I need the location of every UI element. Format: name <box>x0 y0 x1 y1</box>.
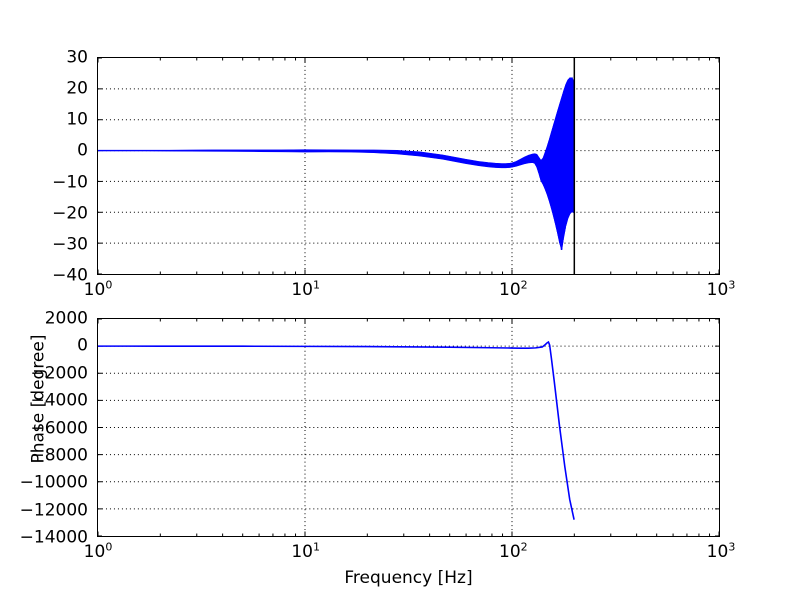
xtick-label-text: 100 <box>83 278 113 300</box>
ytick-label-text: −10000 <box>19 472 88 493</box>
phase-plot-canvas <box>98 319 719 536</box>
phase-axes: 2000 0 −2000 −4000 −6000 −8000 −10000 −12000 −14… <box>20 310 736 561</box>
magnitude-envelope-band <box>98 77 575 251</box>
ytick-label-text: −8000 <box>30 445 88 466</box>
ytick-label-text: 10 <box>66 109 88 130</box>
magnitude-axes: 30 20 10 0 −10 −20 −30 −40 100 101 102 103 <box>52 49 735 299</box>
ytick-label-text: −6000 <box>30 418 88 438</box>
xtick-label-text: 100 <box>83 540 113 562</box>
xtick-label-text: 102 <box>499 540 528 562</box>
xtick-label-text: 102 <box>499 278 528 300</box>
xtick-label-text: 103 <box>706 278 736 300</box>
magnitude-plot-canvas <box>98 58 719 274</box>
phase-trace <box>98 340 575 520</box>
xtick-label-text: 103 <box>706 540 736 562</box>
ytick-label-text: 2000 <box>44 308 88 329</box>
xtick-label-text: 101 <box>291 278 320 300</box>
magnitude-trace <box>98 76 576 168</box>
ytick-label-text: 20 <box>66 78 88 99</box>
ytick-label-text: −14000 <box>19 527 88 548</box>
phase-axis-label: Phase [degree] <box>28 334 49 464</box>
ytick-label-text: −20 <box>52 203 88 224</box>
xtick-label-text: 101 <box>291 540 320 562</box>
frequency-axis-label: Frequency [Hz] <box>344 568 473 588</box>
ytick-label-text: −12000 <box>19 500 88 521</box>
ytick-label-text: 30 <box>66 47 88 68</box>
ytick-label-text: −30 <box>52 234 88 255</box>
ytick-label-text: 0 <box>77 140 88 161</box>
ytick-label-text: −10 <box>52 172 88 193</box>
ytick-label-text: −4000 <box>30 390 88 411</box>
ytick-label-text: 0 <box>77 335 88 356</box>
ytick-label-text: −40 <box>52 265 88 286</box>
ytick-label-text: −2000 <box>30 363 88 384</box>
